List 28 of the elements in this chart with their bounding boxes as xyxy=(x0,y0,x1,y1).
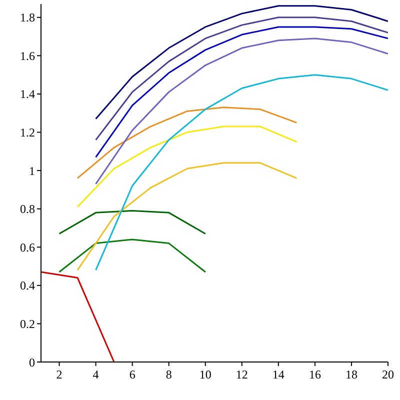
line-series xyxy=(95,26,388,158)
x-tick-label: 20 xyxy=(382,368,394,382)
line-series xyxy=(95,5,388,120)
line-series xyxy=(95,74,388,271)
y-tick-label: 1 xyxy=(29,164,35,178)
x-tick-label: 8 xyxy=(166,368,172,382)
y-tick-label: 0.6 xyxy=(20,240,35,254)
x-tick-label: 18 xyxy=(345,368,358,382)
line-series xyxy=(76,162,298,271)
line-series xyxy=(95,38,388,185)
x-tick-label: 4 xyxy=(92,368,99,382)
y-tick-label: 1.8 xyxy=(20,10,35,25)
y-tick-label: 1.4 xyxy=(20,87,35,102)
y-tick-label: 0.4 xyxy=(20,278,35,293)
y-tick-label: 0.2 xyxy=(20,316,35,331)
x-tick-label: 16 xyxy=(308,368,321,382)
y-tick-label: 0 xyxy=(29,355,35,370)
y-tick-label: 0.8 xyxy=(20,202,35,216)
line-series xyxy=(76,106,298,179)
line-series xyxy=(76,126,298,208)
x-tick-label: 10 xyxy=(199,368,212,382)
y-tick-label: 1.6 xyxy=(20,48,35,63)
x-tick-label: 14 xyxy=(272,368,284,382)
x-tick-label: 2 xyxy=(56,368,62,382)
x-tick-label: 12 xyxy=(236,368,248,382)
line-series xyxy=(95,16,388,141)
y-tick-label: 1.2 xyxy=(20,126,35,140)
x-tick-label: 6 xyxy=(129,368,136,382)
